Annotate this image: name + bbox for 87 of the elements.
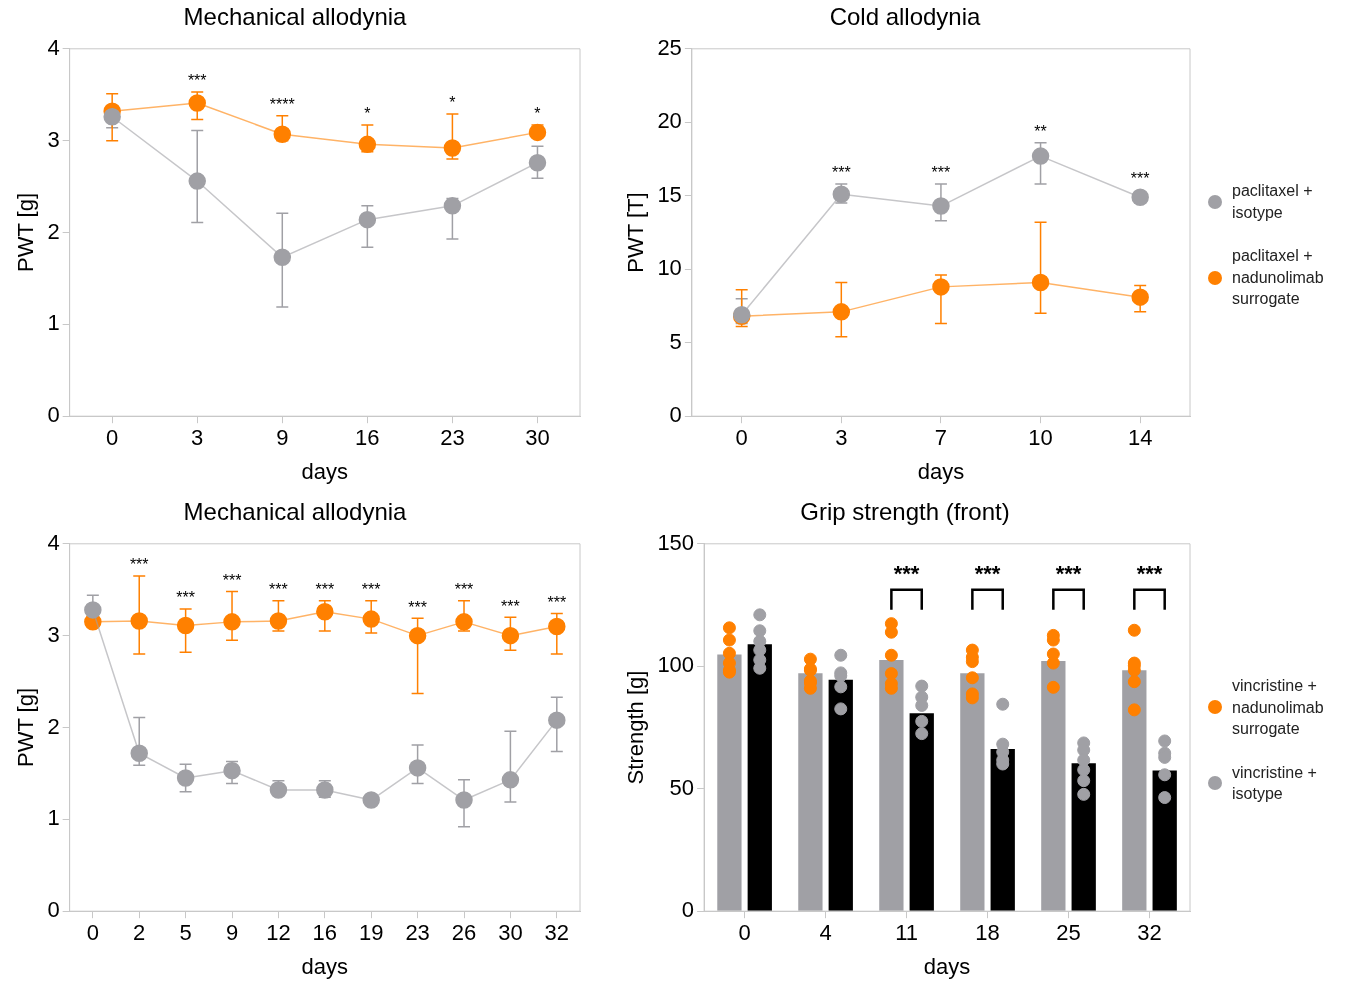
x-tick-label: 3 [835,425,848,451]
annotation: *** [831,164,851,182]
annotation: *** [222,571,242,589]
annotation: *** [361,581,381,599]
x-tick-label: 32 [544,920,570,946]
annotation: * [534,104,541,122]
annotation: ** [1034,123,1047,141]
annotation: *** [547,594,567,612]
x-tick-label: 11 [895,920,918,946]
y-tick-label: 3 [47,126,60,152]
x-tick-label: 32 [1137,920,1162,946]
x-tick-label: 30 [498,920,523,946]
x-tick-label: 14 [1127,425,1153,451]
annotation: *** [129,556,149,574]
y-tick-label: 0 [47,402,60,428]
y-tick-label: 0 [669,402,682,428]
x-tick-label: 0 [735,425,748,451]
legend-label: vincristine + nadunolimab surrogate [1232,676,1325,740]
x-tick-label: 10 [1028,425,1053,451]
x-tick-label: 2 [133,920,146,946]
y-tick-label: 15 [657,181,682,207]
x-tick-label: 4 [819,920,832,946]
x-tick-label: 23 [405,920,430,946]
y-axis-title: Strength [g] [623,670,649,785]
chart-title: Mechanical allodynia [183,498,408,526]
x-axis-title: days [301,458,349,484]
chart-title: Grip strength (front) [800,498,1010,526]
x-tick-label: 7 [934,425,948,451]
y-tick-label: 25 [657,34,682,60]
y-tick-label: 1 [47,805,60,831]
x-tick-label: 26 [451,920,477,946]
x-tick-label: 16 [312,920,338,946]
chart-title: Mechanical allodynia [183,3,408,31]
x-tick-label: 30 [525,425,550,451]
annotation: *** [315,581,335,599]
annotation: *** [501,597,520,615]
legend-label: paclitaxel + isotype [1232,181,1314,223]
x-tick-label: 18 [975,920,1000,946]
annotation: *** [931,164,951,182]
x-tick-label: 25 [1056,920,1081,946]
y-tick-label: 2 [47,713,60,739]
x-tick-label: 3 [191,425,204,451]
y-tick-label: 10 [657,255,682,281]
annotation: *** [176,589,195,607]
annotation: * [449,94,456,112]
annotation: *** [454,581,474,599]
annotation: *** [1136,560,1163,586]
annotation: *** [974,560,1001,586]
x-tick-label: 5 [179,920,192,946]
y-tick-label: 100 [657,652,695,678]
annotation: *** [408,598,427,616]
y-tick-label: 0 [681,897,695,923]
x-tick-label: 0 [86,920,99,946]
x-tick-label: 0 [738,920,751,946]
y-tick-label: 20 [657,108,682,134]
x-axis-title: days [917,458,965,484]
x-axis-title: days [301,953,349,979]
y-axis-title: PWT [g] [13,687,39,768]
y-tick-label: 0 [47,897,60,923]
annotation: * [364,105,371,123]
y-tick-label: 2 [47,218,60,244]
x-axis-title: days [923,953,971,979]
x-tick-label: 19 [358,920,384,946]
annotation: *** [1055,560,1082,586]
y-tick-label: 50 [669,774,695,800]
x-tick-label: 0 [106,425,119,451]
y-tick-label: 1 [47,310,60,336]
legend-label: vincristine + isotype [1232,762,1318,805]
y-tick-label: 4 [47,34,60,60]
annotation: *** [269,581,288,599]
x-tick-label: 12 [266,920,291,946]
annotation: *** [187,72,207,90]
annotation: **** [269,96,295,114]
annotation: *** [1130,169,1150,187]
y-tick-label: 4 [47,529,60,555]
x-tick-label: 9 [276,425,289,451]
y-tick-label: 5 [669,328,682,354]
y-axis-title: PWT [g] [13,192,39,273]
x-tick-label: 16 [355,425,380,451]
y-axis-title: PWT [T] [623,192,649,273]
chart-title: Cold allodynia [829,3,982,31]
legend-label: paclitaxel + nadunolimab surrogate [1232,246,1325,310]
x-tick-label: 9 [225,920,239,946]
y-tick-label: 3 [47,621,60,647]
y-tick-label: 150 [657,529,695,555]
x-tick-label: 23 [440,425,465,451]
annotation: *** [893,560,920,586]
